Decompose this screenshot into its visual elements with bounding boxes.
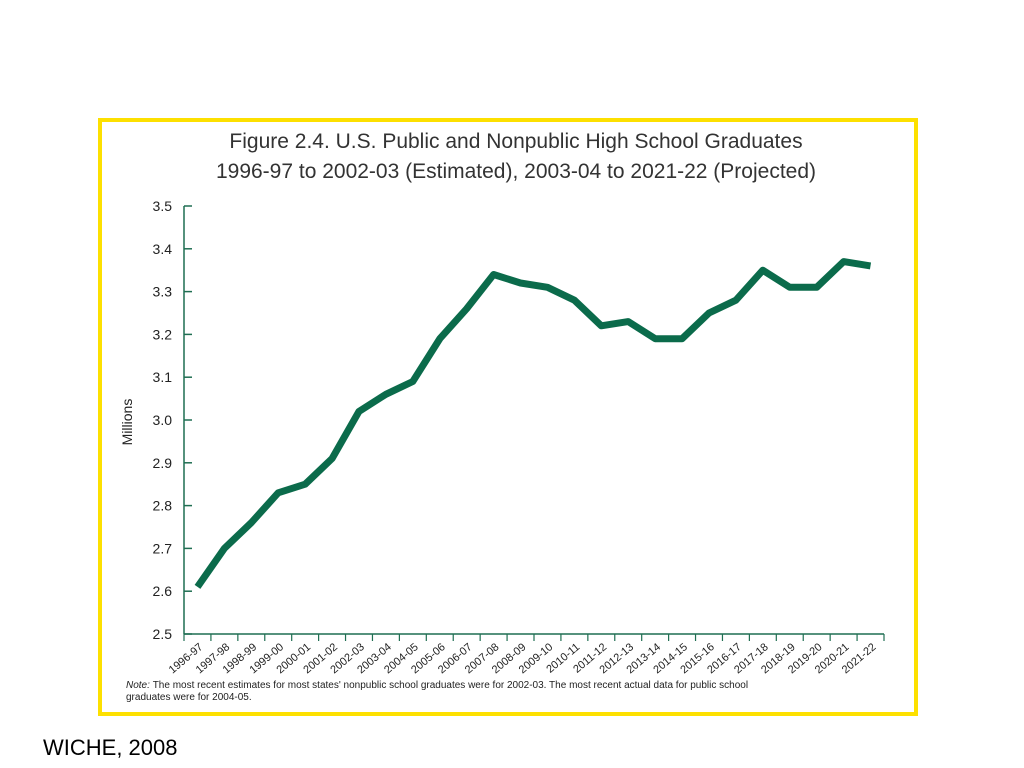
- y-tick-label: 2.6: [153, 583, 173, 599]
- source-credit: WICHE, 2008: [43, 735, 178, 760]
- y-tick-label: 3.0: [153, 412, 173, 428]
- y-tick-label: 2.9: [153, 455, 173, 471]
- y-tick-label: 3.2: [153, 326, 173, 342]
- axes: [183, 206, 884, 635]
- y-tick-label: 2.5: [153, 626, 173, 642]
- line-chart: Figure 2.4. U.S. Public and Nonpublic Hi…: [119, 130, 885, 703]
- series-group: [194, 258, 872, 589]
- series-line: [194, 258, 872, 589]
- chart-subtitle: 1996-97 to 2002-03 (Estimated), 2003-04 …: [216, 160, 816, 183]
- y-tick-label: 3.5: [153, 198, 173, 214]
- figure-frame: Figure 2.4. U.S. Public and Nonpublic Hi…: [98, 118, 918, 716]
- y-tick-label: 3.1: [153, 369, 173, 385]
- note-text-continued: graduates were for 2004-05.: [126, 692, 252, 703]
- note-label: Note:: [126, 680, 153, 691]
- y-axis-ticks: 2.5 2.6 2.7 2.8 2.9 3.0 3.1 3.2 3.3 3.4 3.5: [153, 198, 192, 642]
- y-tick-label: 2.8: [153, 498, 173, 514]
- chart-title: Figure 2.4. U.S. Public and Nonpublic Hi…: [229, 130, 802, 153]
- y-axis-label: Millions: [119, 399, 135, 446]
- y-tick-label: 3.4: [153, 241, 173, 257]
- chart-note: Note: The most recent estimates for most…: [126, 680, 751, 703]
- y-tick-label: 2.7: [153, 540, 173, 556]
- y-tick-label: 3.3: [153, 284, 173, 300]
- x-axis-ticks: 1996-971997-981998-991999-002000-012001-…: [167, 634, 885, 676]
- note-text: The most recent estimates for most state…: [153, 680, 748, 691]
